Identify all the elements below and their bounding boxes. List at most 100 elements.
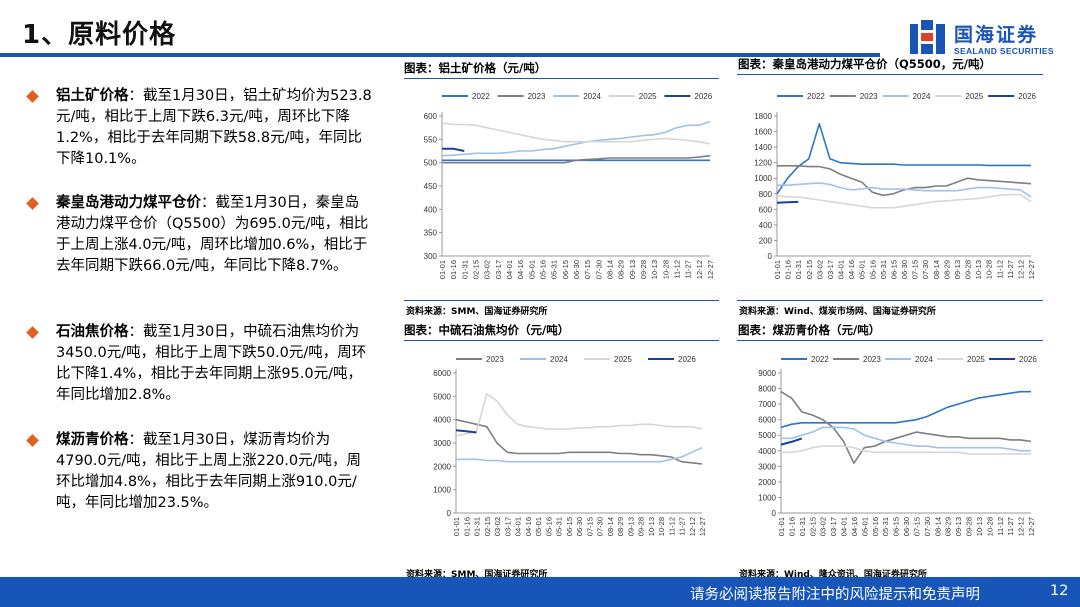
chart-source: 资料来源：Wind、煤炭市场网、国海证券研究所: [739, 307, 936, 317]
legend-label: 2023: [860, 92, 878, 101]
legend-item: 2024: [882, 92, 931, 101]
x-tick-label: 12-27: [1027, 260, 1036, 279]
x-tick-label: 08-29: [944, 517, 953, 536]
y-tick-label: 6000: [433, 369, 451, 378]
x-tick-label: 06-30: [900, 260, 909, 279]
legend-label: 2024: [915, 355, 933, 364]
x-tick-label: 11-12: [667, 517, 676, 536]
y-tick-label: 1000: [758, 493, 776, 502]
chart-legend: 2022 2023 2024 2025 2026: [777, 92, 1037, 101]
x-tick-label: 09-28: [964, 260, 973, 279]
x-tick-label: 10-28: [985, 260, 994, 279]
series-line-2024: [441, 120, 711, 157]
x-tick-label: 04-16: [524, 517, 533, 536]
series-line-2025: [776, 193, 1032, 209]
x-tick-label: 10-28: [985, 517, 994, 536]
x-tick-label: 10-13: [975, 517, 984, 536]
bullet-head: 秦皇岛港动力煤平仓价: [56, 195, 201, 211]
x-tick-label: 06-15: [565, 517, 574, 536]
x-tick-label: 05-01: [527, 260, 536, 279]
legend-item: 2022: [777, 92, 825, 101]
bullet-body: ：截至1月30日，铝土矿均价为523.8元/吨，相比于上周下跌6.3元/吨，周环…: [56, 88, 372, 167]
y-tick-label: 4000: [433, 416, 451, 425]
x-tick-label: 11-12: [673, 260, 682, 279]
x-tick-label: 09-28: [965, 517, 974, 536]
series-line-2024: [456, 446, 703, 463]
x-tick-label: 08-29: [942, 260, 951, 279]
y-tick-label: 2000: [758, 478, 776, 487]
x-tick-label: 12-12: [695, 260, 704, 279]
chart-legend: 2022 2023 2024 2025 2026: [442, 92, 713, 101]
chart-source: 资料来源：SMM、国海证券研究所: [406, 307, 548, 317]
legend-item: 2026: [664, 92, 713, 101]
bullet-body: ：截至1月30日，中硫石油焦均价为3450.0元/吨，相比于上周下跌50.0元/…: [56, 324, 367, 403]
legend-item: 2023: [456, 355, 504, 364]
chart-petcoke: 2023 2024 2025 2026 0 1000 2000 3000 4000 5000 600…: [433, 355, 707, 536]
y-tick-label: 300: [424, 252, 438, 261]
page-number: 12: [1050, 583, 1069, 599]
x-tick-label: 11-12: [995, 260, 1004, 279]
x-tick-label: 07-30: [921, 260, 930, 279]
legend-label: 2023: [863, 355, 881, 364]
x-tick-label: 04-01: [840, 517, 849, 536]
logo-en-text: SEALAND SECURITIES: [954, 46, 1054, 56]
y-tick-label: 0: [772, 509, 777, 518]
x-tick-label: 08-29: [617, 260, 626, 279]
legend-label: 2023: [486, 355, 504, 364]
y-tick-label: 350: [424, 229, 438, 238]
y-tick-label: 0: [768, 252, 773, 261]
x-tick-label: 02-15: [808, 517, 817, 536]
y-tick-label: 550: [424, 135, 438, 144]
y-tick-label: 3000: [758, 462, 776, 471]
bullet-pitch: 煤沥青价格：截至1月30日，煤沥青均价为4790.0元/吨，相比于上周上涨220…: [26, 430, 373, 514]
y-tick-label: 1800: [754, 112, 772, 121]
x-tick-label: 10-28: [657, 517, 666, 536]
y-tick-label: 1400: [754, 143, 772, 152]
x-tick-label: 05-16: [871, 517, 880, 536]
x-tick-label: 09-13: [626, 517, 635, 536]
legend-item: 2022: [442, 92, 490, 101]
bullet-head: 煤沥青价格: [56, 432, 129, 448]
y-tick-label: 1000: [754, 174, 772, 183]
x-tick-label: 03-17: [494, 260, 503, 279]
x-tick-label: 05-01: [858, 260, 867, 279]
y-tick-label: 4000: [758, 447, 776, 456]
x-tick-label: 12-27: [706, 260, 715, 279]
x-tick-label: 02-15: [483, 517, 492, 536]
diamond-bullet-icon: [26, 434, 39, 447]
legend-item: 2024: [520, 355, 568, 364]
legend-label: 2022: [472, 92, 490, 101]
x-tick-label: 06-30: [572, 260, 581, 279]
y-tick-label: 7000: [758, 400, 776, 409]
y-tick-label: 600: [759, 205, 773, 214]
x-tick-label: 11-27: [1006, 517, 1015, 536]
x-tick-label: 07-15: [911, 260, 920, 279]
x-tick-label: 05-16: [539, 260, 548, 279]
x-tick-label: 12-12: [1017, 517, 1026, 536]
y-tick-label: 2000: [433, 462, 451, 471]
slide-title: 1、原料价格: [22, 20, 177, 50]
x-tick-label: 04-01: [514, 517, 523, 536]
x-tick-label: 05-01: [534, 517, 543, 536]
x-tick-label: 03-02: [815, 260, 824, 279]
x-tick-label: 11-27: [1006, 260, 1015, 279]
chart-title-rule: [404, 78, 719, 79]
series-line-2025: [441, 122, 711, 145]
y-tick-label: 9000: [758, 369, 776, 378]
series-line-2026: [780, 437, 803, 446]
bullet-coal: 秦皇岛港动力煤平仓价：截至1月30日，秦皇岛港动力煤平仓价（Q5500）为695…: [26, 193, 373, 277]
diamond-bullet-icon: [26, 326, 39, 339]
x-tick-label: 01-16: [784, 260, 793, 279]
x-tick-label: 08-14: [932, 260, 941, 279]
x-tick-label: 10-13: [650, 260, 659, 279]
y-tick-label: 600: [424, 112, 438, 121]
x-tick-label: 10-13: [974, 260, 983, 279]
y-tick-label: 5000: [758, 431, 776, 440]
chart-title-coal: 图表：秦皇岛港动力煤平仓价（Q5500，元/吨）: [738, 57, 991, 71]
x-tick-label: 01-16: [449, 260, 458, 279]
series-line-2024: [781, 426, 1031, 452]
chart-coal: 2022 2023 2024 2025 2026 0 200 400 600 800 1000 120…: [754, 92, 1037, 279]
legend-label: 2026: [1018, 92, 1036, 101]
y-tick-label: 400: [424, 205, 438, 214]
x-tick-label: 06-15: [889, 260, 898, 279]
